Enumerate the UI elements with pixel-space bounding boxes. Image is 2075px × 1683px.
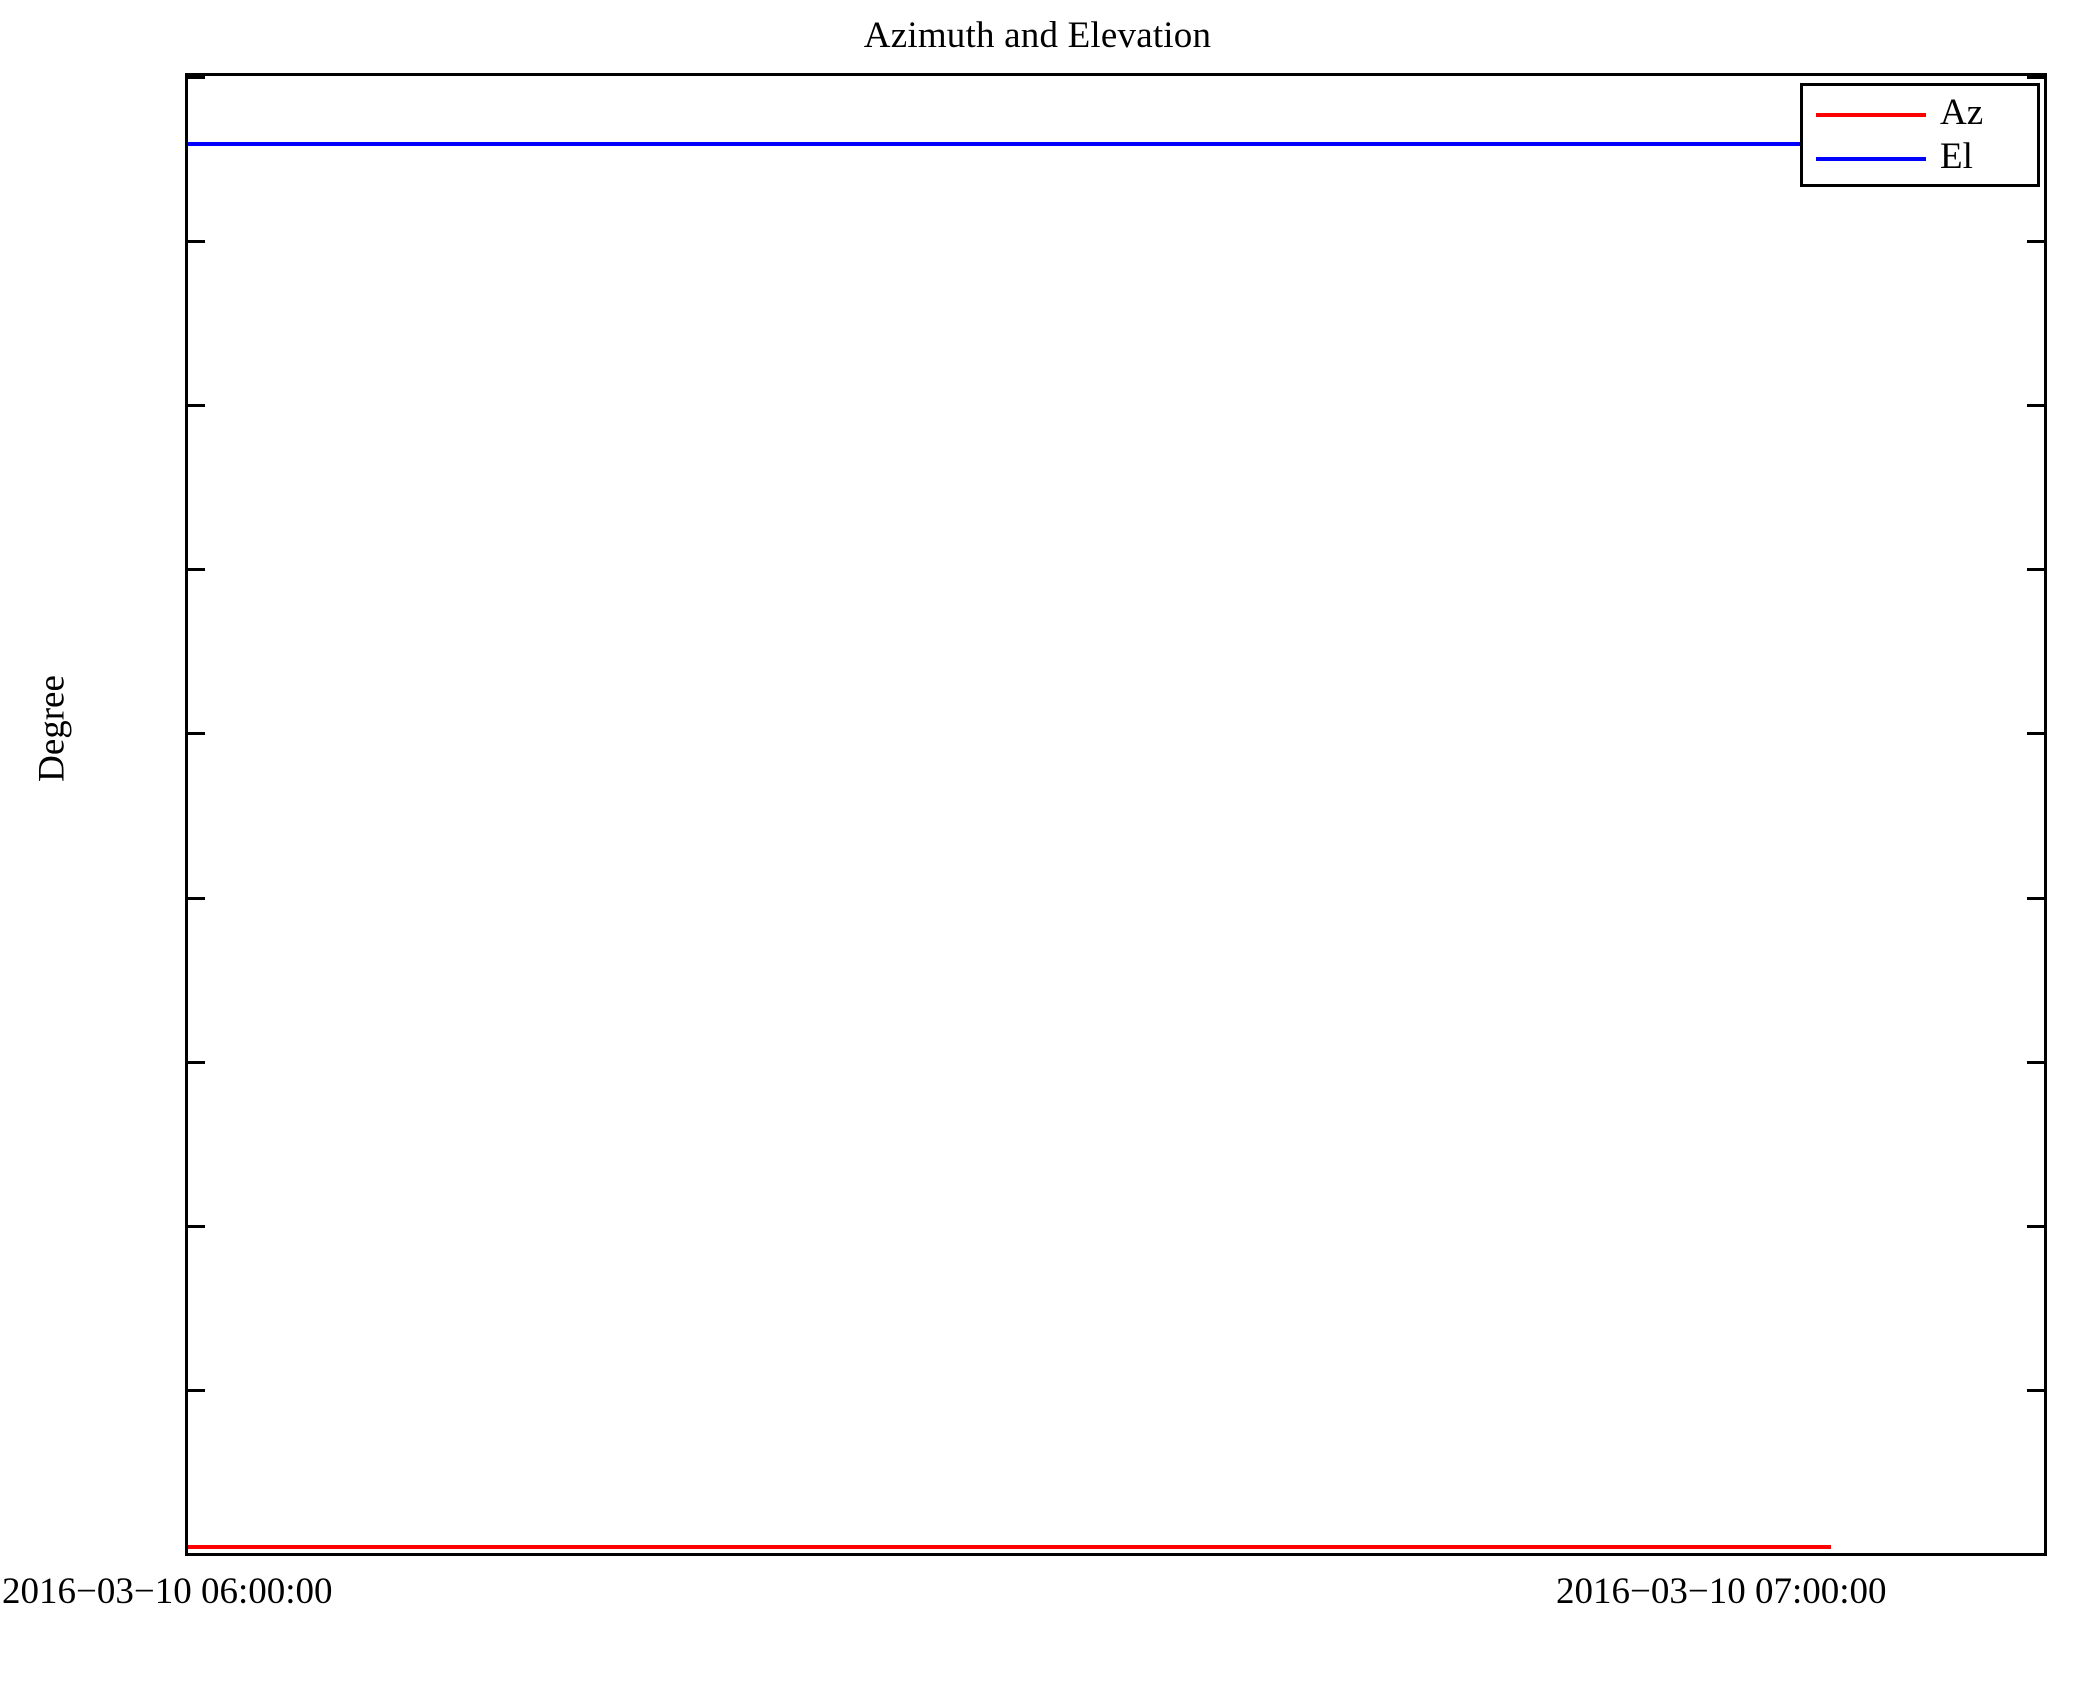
legend: Az El: [1800, 83, 2040, 187]
y-axis-tick-mark: [2027, 1224, 2044, 1228]
y-axis-tick-mark: [2027, 1388, 2044, 1392]
chart-title: Azimuth and Elevation: [863, 15, 1212, 56]
y-axis-tick-mark: [188, 1388, 205, 1392]
y-axis-tick-mark: [2027, 896, 2044, 900]
y-axis-tick-mark: [2027, 240, 2044, 244]
y-axis-tick-mark: [188, 732, 205, 736]
legend-label-el: El: [1940, 136, 1973, 177]
data-series-line-el: [188, 141, 1831, 146]
y-axis-tick-mark: [188, 404, 205, 408]
y-axis-tick-mark: [188, 896, 205, 900]
y-axis-tick-mark: [188, 1060, 205, 1064]
y-axis-tick-mark: [2027, 732, 2044, 736]
y-axis-tick-mark: [188, 1224, 205, 1228]
y-axis-tick-mark: [188, 76, 205, 79]
y-axis-tick-mark: [188, 568, 205, 572]
legend-label-az: Az: [1940, 92, 1984, 133]
legend-line-swatch-az: [1816, 113, 1926, 117]
legend-entry-az: Az: [1803, 92, 2037, 134]
x-axis-tick-label-0: 2016−03−10 06:00:00: [2, 1571, 333, 1612]
data-series-line-az: [188, 1544, 1831, 1549]
x-axis-tick-label-1: 2016−03−10 07:00:00: [1556, 1571, 1887, 1612]
plot-area: [185, 73, 2047, 1556]
y-axis-tick-mark: [2027, 1060, 2044, 1064]
y-axis-tick-mark: [2027, 404, 2044, 408]
plot-inner: [188, 76, 2044, 1553]
y-axis-tick-mark: [2027, 568, 2044, 572]
y-axis-tick-mark: [188, 240, 205, 244]
y-axis-label: Degree: [31, 675, 73, 782]
y-axis-tick-mark: [2027, 76, 2044, 79]
legend-line-swatch-el: [1816, 157, 1926, 161]
legend-entry-el: El: [1803, 136, 2037, 178]
